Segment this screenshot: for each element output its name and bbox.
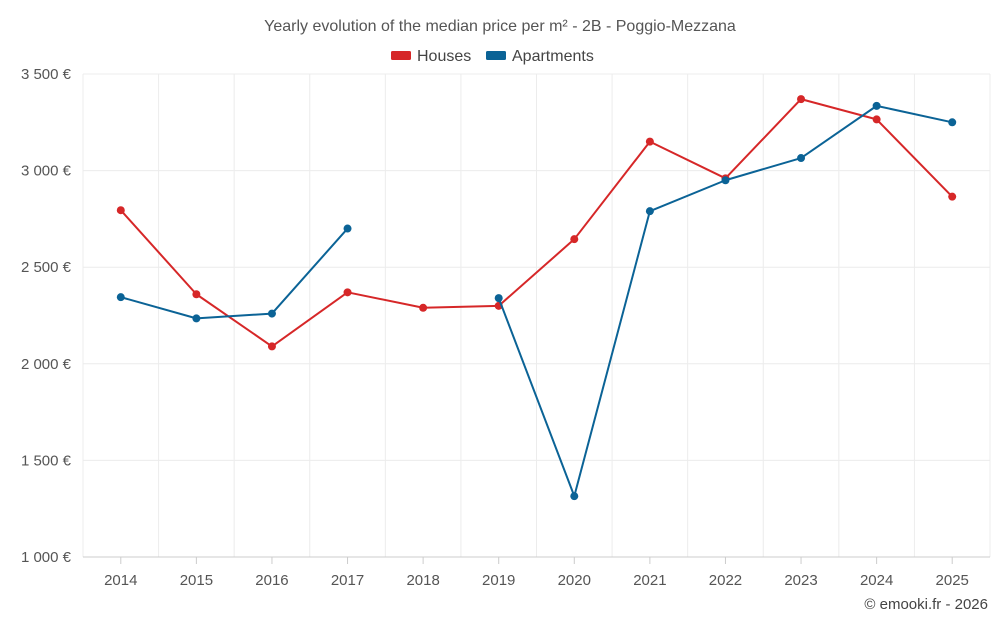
y-tick-label: 2 500 € xyxy=(21,259,72,276)
legend-swatch-apartments xyxy=(486,51,506,60)
x-tick-label: 2025 xyxy=(936,572,969,589)
y-tick-label: 1 000 € xyxy=(21,549,72,566)
data-point-houses[interactable] xyxy=(570,235,579,244)
data-point-apartments[interactable] xyxy=(948,118,957,127)
x-tick-label: 2018 xyxy=(406,572,439,589)
x-tick-label: 2020 xyxy=(558,572,591,589)
data-point-houses[interactable] xyxy=(343,288,352,297)
data-point-apartments[interactable] xyxy=(267,309,276,318)
x-axis-labels: 2014 2015 2016 2017 2018 2019 2020 2021 2022 2023… xyxy=(104,572,969,589)
y-tick-label: 2 000 € xyxy=(21,356,72,373)
data-point-houses[interactable] xyxy=(267,342,276,351)
x-tick-label: 2015 xyxy=(180,572,213,589)
series-line-apartments xyxy=(120,227,349,320)
x-tick-label: 2016 xyxy=(255,572,288,589)
legend-swatch-houses xyxy=(391,51,411,60)
legend-item-apartments[interactable]: Apartments xyxy=(486,48,594,65)
chart-title: Yearly evolution of the median price per… xyxy=(264,18,736,35)
vertical-gridlines xyxy=(82,74,991,564)
credit-text: © emooki.fr - 2026 xyxy=(864,596,988,613)
data-point-apartments[interactable] xyxy=(645,207,654,216)
data-point-apartments[interactable] xyxy=(192,314,201,323)
data-point-apartments[interactable] xyxy=(570,492,579,501)
data-point-apartments[interactable] xyxy=(494,294,503,303)
data-point-houses[interactable] xyxy=(192,290,201,299)
legend: Houses Apartments xyxy=(391,48,594,65)
data-point-apartments[interactable] xyxy=(797,154,806,163)
series-line-apartments xyxy=(497,104,953,498)
x-tick-label: 2019 xyxy=(482,572,515,589)
y-axis-labels: 1 000 € 1 500 € 2 000 € 2 500 € 3 000 € 3 500… xyxy=(21,66,72,566)
series-line-houses xyxy=(120,98,953,348)
legend-label-apartments: Apartments xyxy=(512,48,594,65)
data-point-apartments[interactable] xyxy=(116,293,125,302)
series-apartments xyxy=(116,101,957,501)
x-tick-label: 2017 xyxy=(331,572,364,589)
y-tick-label: 1 500 € xyxy=(21,452,72,469)
x-tick-label: 2024 xyxy=(860,572,893,589)
x-tick-label: 2022 xyxy=(709,572,742,589)
x-tick-label: 2023 xyxy=(784,572,817,589)
data-point-houses[interactable] xyxy=(645,137,654,146)
y-tick-label: 3 500 € xyxy=(21,66,72,83)
data-point-houses[interactable] xyxy=(948,192,957,201)
y-tick-label: 3 000 € xyxy=(21,163,72,180)
data-point-houses[interactable] xyxy=(797,95,806,104)
data-point-houses[interactable] xyxy=(419,303,428,312)
data-point-apartments[interactable] xyxy=(721,176,730,185)
x-tick-label: 2014 xyxy=(104,572,137,589)
legend-label-houses: Houses xyxy=(417,48,471,65)
data-point-houses[interactable] xyxy=(872,115,881,124)
data-point-houses[interactable] xyxy=(116,206,125,215)
data-point-apartments[interactable] xyxy=(343,224,352,233)
data-point-apartments[interactable] xyxy=(872,101,881,110)
legend-item-houses[interactable]: Houses xyxy=(391,48,471,65)
series-layer xyxy=(116,95,957,501)
x-tick-label: 2021 xyxy=(633,572,666,589)
